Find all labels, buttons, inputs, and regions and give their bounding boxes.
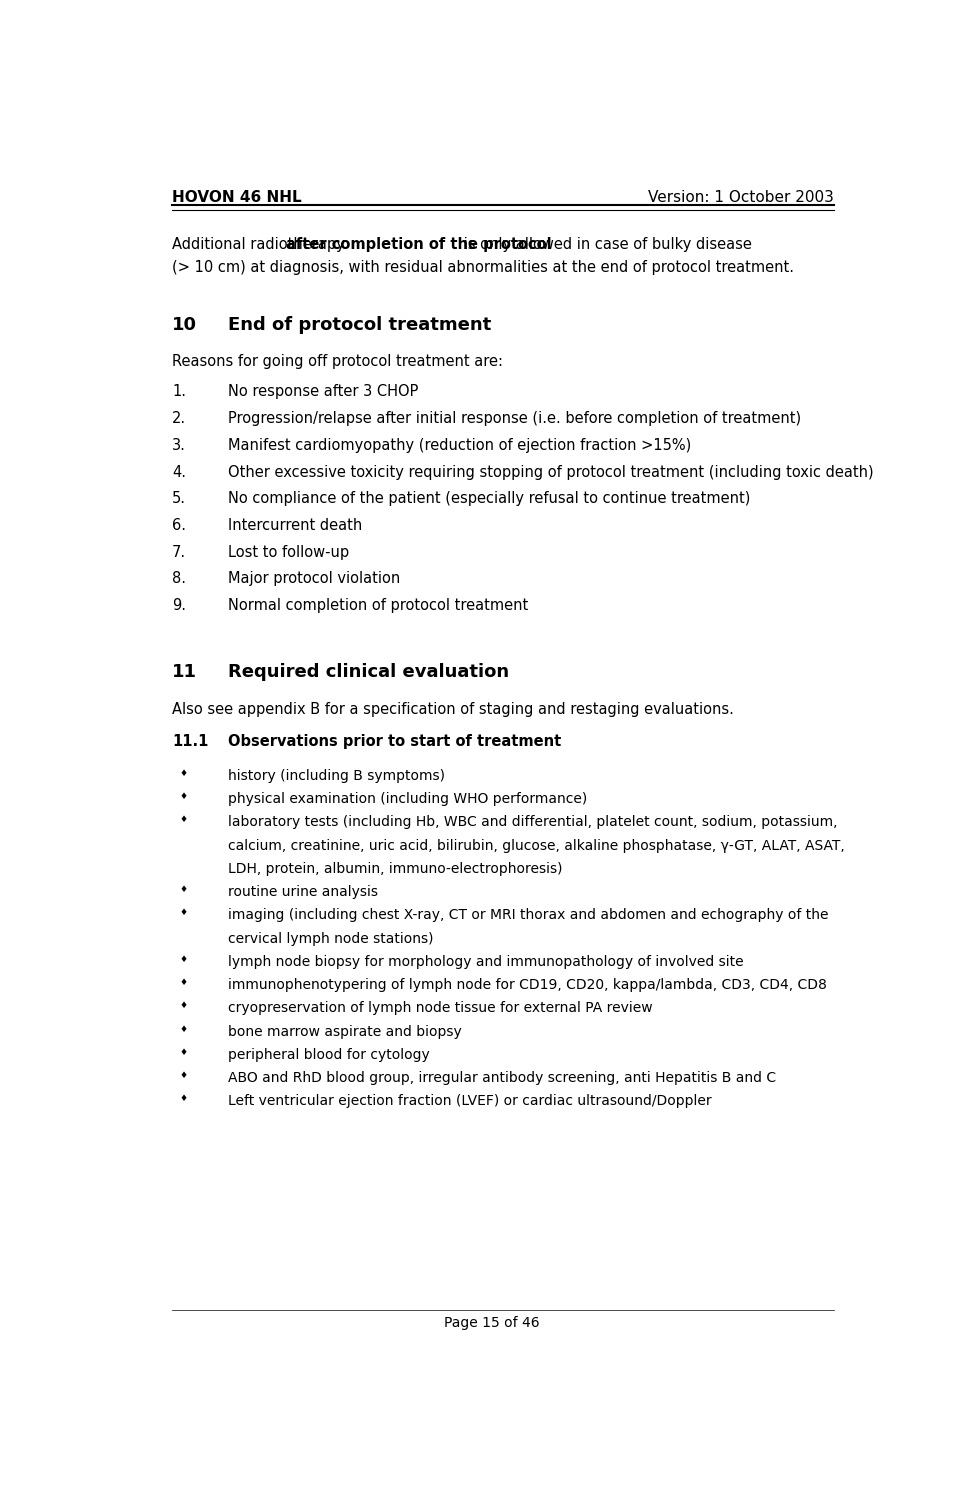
Text: 11: 11 xyxy=(172,664,197,681)
Text: Required clinical evaluation: Required clinical evaluation xyxy=(228,664,509,681)
Text: 4.: 4. xyxy=(172,465,186,480)
Text: Also see appendix B for a specification of staging and restaging evaluations.: Also see appendix B for a specification … xyxy=(172,702,734,717)
Text: 3.: 3. xyxy=(172,438,186,453)
Text: 5.: 5. xyxy=(172,492,186,507)
Text: Lost to follow-up: Lost to follow-up xyxy=(228,545,349,560)
Text: 9.: 9. xyxy=(172,598,186,613)
Text: Intercurrent death: Intercurrent death xyxy=(228,518,362,533)
Text: ♦: ♦ xyxy=(180,770,187,779)
Text: physical examination (including WHO performance): physical examination (including WHO perf… xyxy=(228,792,588,806)
Text: ♦: ♦ xyxy=(180,908,187,917)
Text: Normal completion of protocol treatment: Normal completion of protocol treatment xyxy=(228,598,528,613)
Text: Other excessive toxicity requiring stopping of protocol treatment (including tox: Other excessive toxicity requiring stopp… xyxy=(228,465,874,480)
Text: cervical lymph node stations): cervical lymph node stations) xyxy=(228,931,433,946)
Text: Additional radiotherapy: Additional radiotherapy xyxy=(172,237,349,252)
Text: Observations prior to start of treatment: Observations prior to start of treatment xyxy=(228,735,562,748)
Text: HOVON 46 NHL: HOVON 46 NHL xyxy=(172,190,301,205)
Text: Reasons for going off protocol treatment are:: Reasons for going off protocol treatment… xyxy=(172,355,503,370)
Text: Left ventricular ejection fraction (LVEF) or cardiac ultrasound/Doppler: Left ventricular ejection fraction (LVEF… xyxy=(228,1094,711,1108)
Text: laboratory tests (including Hb, WBC and differential, platelet count, sodium, po: laboratory tests (including Hb, WBC and … xyxy=(228,815,837,830)
Text: 2.: 2. xyxy=(172,410,186,426)
Text: ♦: ♦ xyxy=(180,1094,187,1103)
Text: 6.: 6. xyxy=(172,518,186,533)
Text: 11.1: 11.1 xyxy=(172,735,208,748)
Text: No response after 3 CHOP: No response after 3 CHOP xyxy=(228,385,419,400)
Text: is only allowed in case of bulky disease: is only allowed in case of bulky disease xyxy=(459,237,752,252)
Text: 1.: 1. xyxy=(172,385,186,400)
Text: ♦: ♦ xyxy=(180,1025,187,1034)
Text: Version: 1 October 2003: Version: 1 October 2003 xyxy=(648,190,834,205)
Text: ♦: ♦ xyxy=(180,886,187,895)
Text: after completion of the protocol: after completion of the protocol xyxy=(286,237,552,252)
Text: End of protocol treatment: End of protocol treatment xyxy=(228,315,492,333)
Text: ♦: ♦ xyxy=(180,1002,187,1011)
Text: lymph node biopsy for morphology and immunopathology of involved site: lymph node biopsy for morphology and imm… xyxy=(228,955,743,969)
Text: ♦: ♦ xyxy=(180,978,187,987)
Text: No compliance of the patient (especially refusal to continue treatment): No compliance of the patient (especially… xyxy=(228,492,751,507)
Text: history (including B symptoms): history (including B symptoms) xyxy=(228,770,444,783)
Text: LDH, protein, albumin, immuno-electrophoresis): LDH, protein, albumin, immuno-electropho… xyxy=(228,862,563,875)
Text: calcium, creatinine, uric acid, bilirubin, glucose, alkaline phosphatase, γ-GT, : calcium, creatinine, uric acid, bilirubi… xyxy=(228,839,845,853)
Text: Major protocol violation: Major protocol violation xyxy=(228,572,400,587)
Text: ♦: ♦ xyxy=(180,792,187,801)
Text: Progression/relapse after initial response (i.e. before completion of treatment): Progression/relapse after initial respon… xyxy=(228,410,801,426)
Text: Manifest cardiomyopathy (reduction of ejection fraction >15%): Manifest cardiomyopathy (reduction of ej… xyxy=(228,438,691,453)
Text: routine urine analysis: routine urine analysis xyxy=(228,886,378,899)
Text: ♦: ♦ xyxy=(180,1071,187,1080)
Text: ♦: ♦ xyxy=(180,955,187,964)
Text: ♦: ♦ xyxy=(180,815,187,824)
Text: 8.: 8. xyxy=(172,572,186,587)
Text: peripheral blood for cytology: peripheral blood for cytology xyxy=(228,1047,430,1062)
Text: Page 15 of 46: Page 15 of 46 xyxy=(444,1316,540,1331)
Text: immunophenotypering of lymph node for CD19, CD20, kappa/lambda, CD3, CD4, CD8: immunophenotypering of lymph node for CD… xyxy=(228,978,827,991)
Text: (> 10 cm) at diagnosis, with residual abnormalities at the end of protocol treat: (> 10 cm) at diagnosis, with residual ab… xyxy=(172,260,794,275)
Text: 10: 10 xyxy=(172,315,197,333)
Text: imaging (including chest X-ray, CT or MRI thorax and abdomen and echography of t: imaging (including chest X-ray, CT or MR… xyxy=(228,908,828,922)
Text: 7.: 7. xyxy=(172,545,186,560)
Text: cryopreservation of lymph node tissue for external PA review: cryopreservation of lymph node tissue fo… xyxy=(228,1002,653,1016)
Text: ♦: ♦ xyxy=(180,1047,187,1056)
Text: bone marrow aspirate and biopsy: bone marrow aspirate and biopsy xyxy=(228,1025,462,1038)
Text: ABO and RhD blood group, irregular antibody screening, anti Hepatitis B and C: ABO and RhD blood group, irregular antib… xyxy=(228,1071,776,1085)
